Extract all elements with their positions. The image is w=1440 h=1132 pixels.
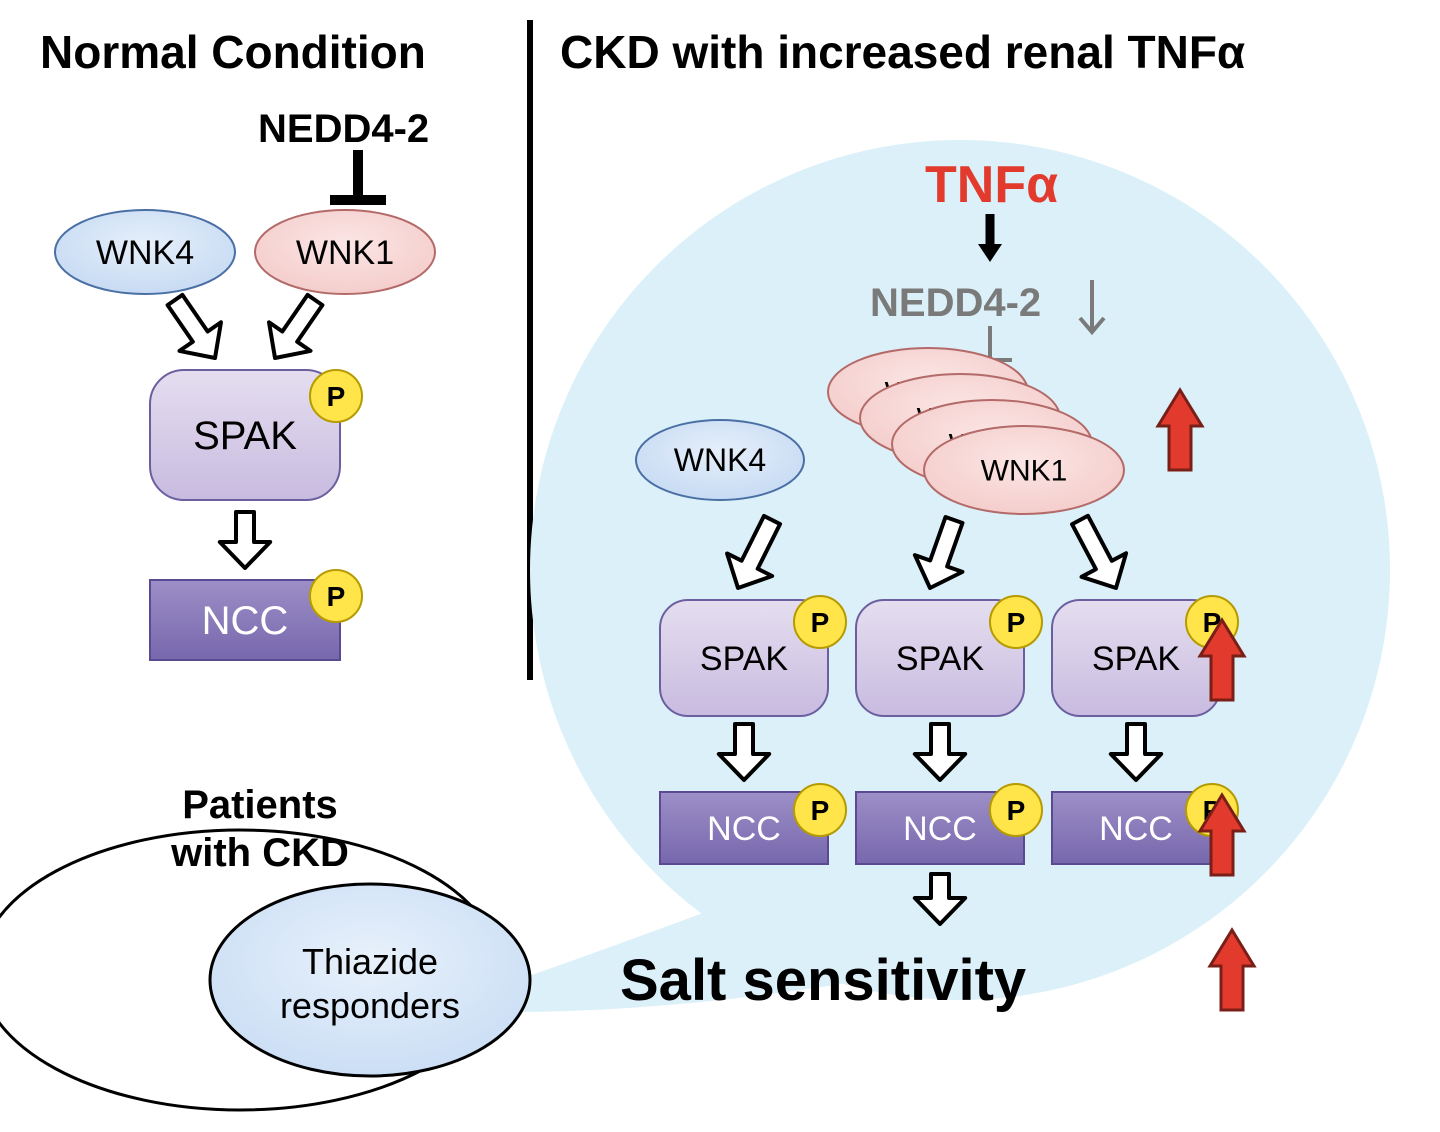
- nedd42-label-left: NEDD4-2: [258, 107, 429, 151]
- spak-node-right-2-label: SPAK: [1092, 640, 1181, 678]
- up-arrow-icon: [1210, 930, 1254, 1010]
- bubble: [430, 140, 1390, 1012]
- wnk1-label-right-3: WNK1: [981, 455, 1068, 488]
- tnfa-label: TNFα: [925, 156, 1058, 214]
- wnk4-node-right-label: WNK4: [674, 442, 766, 478]
- wnk1-node-left-label: WNK1: [296, 234, 394, 272]
- spak-node-right-1-label: SPAK: [896, 640, 985, 678]
- phospho-label: P: [811, 795, 830, 826]
- arrow-to-spak-left-0: [168, 295, 221, 358]
- heading-left: Normal Condition: [40, 26, 426, 78]
- phospho-label: P: [1007, 607, 1026, 638]
- ncc-node-right-0-label: NCC: [707, 810, 781, 848]
- phospho-label: P: [811, 607, 830, 638]
- thiazide-label-1: Thiazide: [302, 941, 438, 982]
- ncc-node-right-1-label: NCC: [903, 810, 977, 848]
- arrow-to-spak-left-1: [269, 295, 322, 358]
- ncc-node-right-2-label: NCC: [1099, 810, 1173, 848]
- phospho-label: P: [327, 581, 346, 612]
- patients-label-1: Patients: [182, 783, 338, 827]
- phospho-label: P: [327, 381, 346, 412]
- spak-node-left-label: SPAK: [193, 414, 297, 458]
- heading-right: CKD with increased renal TNFα: [560, 26, 1245, 78]
- arrow-to-ncc-left: [220, 512, 270, 568]
- nedd42-label-right: NEDD4-2: [870, 281, 1041, 325]
- diagram-canvas: Normal Condition CKD with increased renal…: [0, 0, 1440, 1132]
- salt-sensitivity-label: Salt sensitivity: [620, 948, 1026, 1013]
- ncc-node-left-label: NCC: [202, 599, 289, 643]
- spak-node-right-0-label: SPAK: [700, 640, 789, 678]
- thiazide-label-2: responders: [280, 985, 460, 1026]
- phospho-label: P: [1007, 795, 1026, 826]
- wnk4-node-left-label: WNK4: [96, 234, 194, 272]
